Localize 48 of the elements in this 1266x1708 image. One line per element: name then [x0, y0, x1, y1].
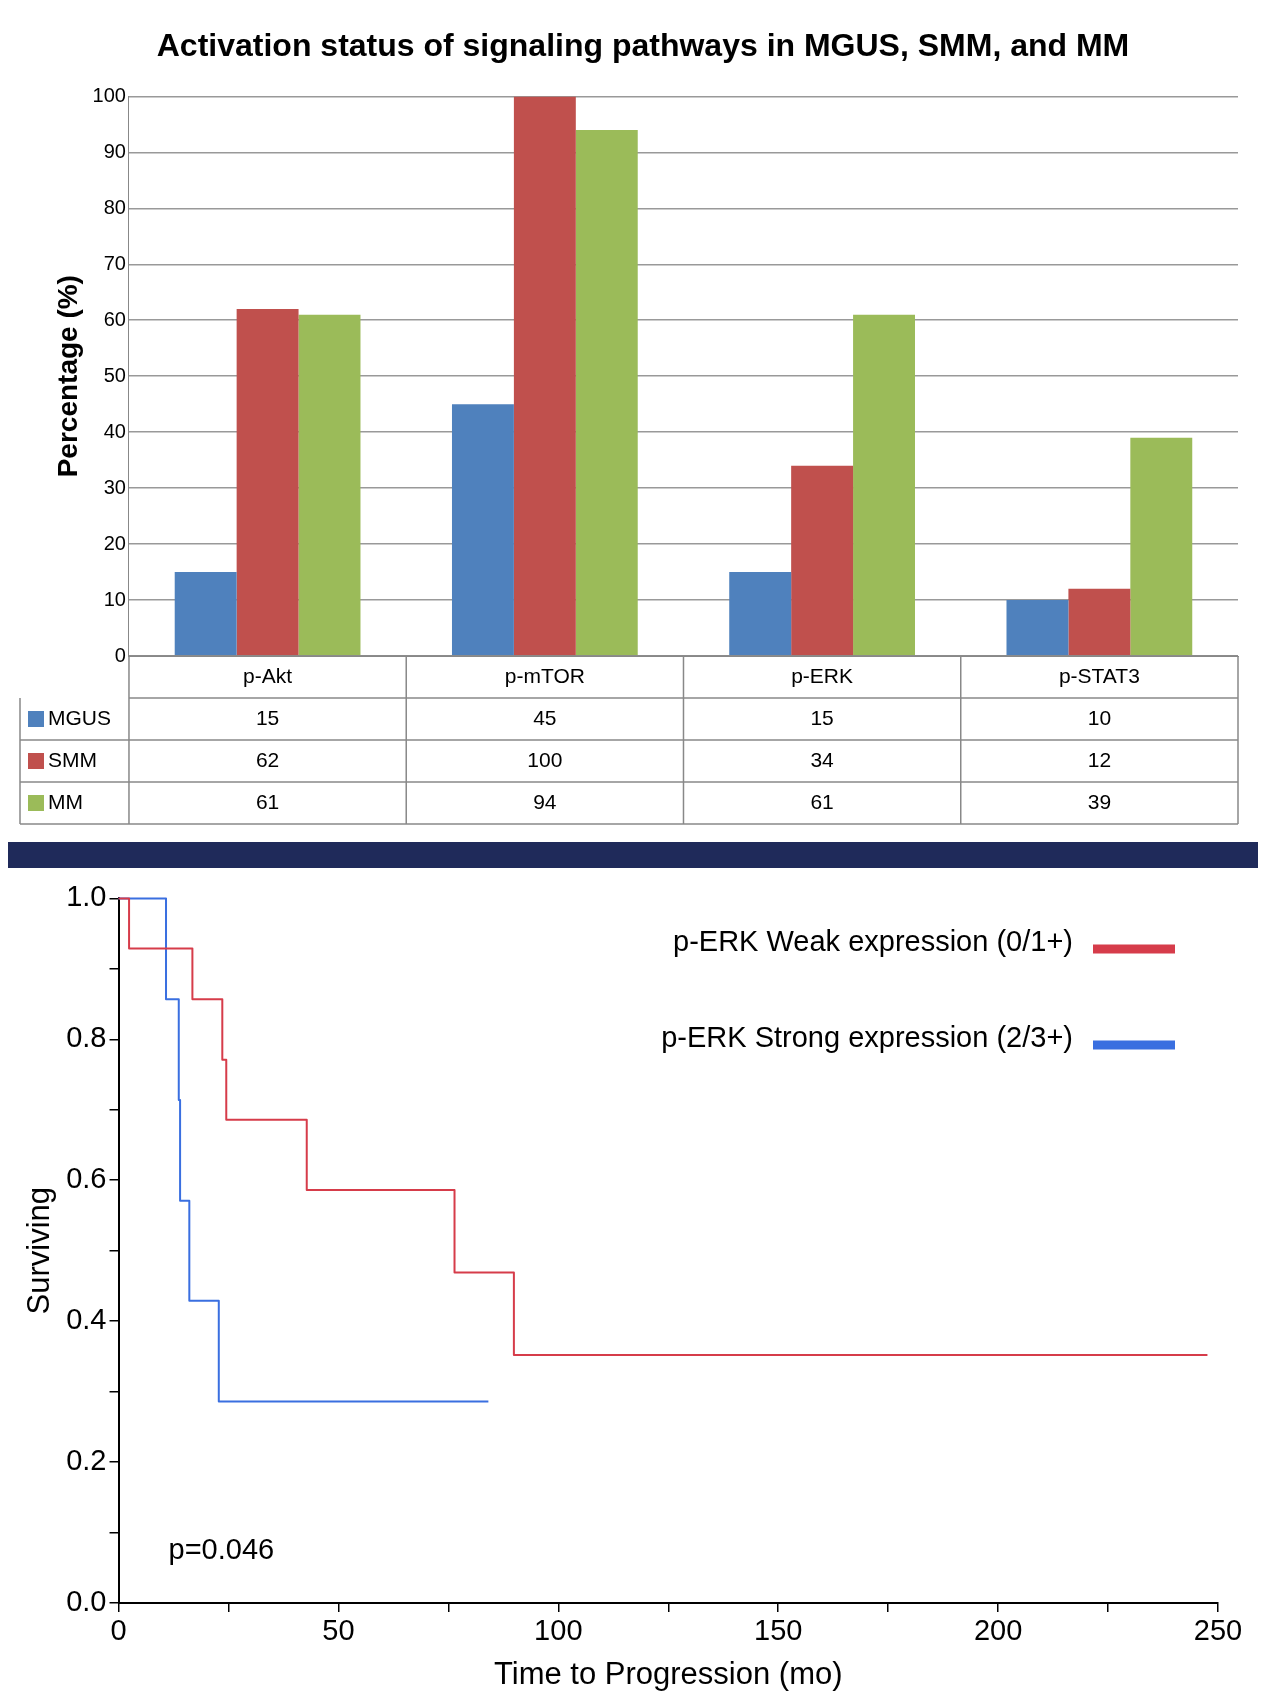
y-tick-label: 100	[92, 83, 126, 106]
annotation: p=0.046	[168, 1533, 275, 1565]
y-tick-label: 1.0	[66, 880, 107, 913]
legend-label: p-ERK Strong expression (2/3+)	[661, 1021, 1073, 1054]
x-tick-label: 50	[322, 1614, 355, 1647]
y-tick-label: 0.0	[66, 1585, 107, 1617]
y-tick-label: 0.8	[66, 1021, 107, 1054]
x-tick-label: 150	[754, 1614, 803, 1647]
x-tick-label: 100	[534, 1614, 583, 1647]
data-label: 15	[255, 705, 280, 729]
legend-label: p-ERK Weak expression (0/1+)	[673, 925, 1073, 958]
legend-label: SMM	[48, 747, 97, 771]
y-tick-label: 60	[103, 307, 126, 330]
x-axis-title: Time to Progression (mo)	[493, 1655, 843, 1691]
data-label: 45	[533, 705, 557, 729]
data-label: 61	[810, 789, 834, 813]
y-tick-label: 0.4	[66, 1303, 107, 1336]
y-tick-label: 0.6	[66, 1162, 107, 1195]
x-tick-label: p-ERK	[791, 663, 854, 687]
legend-label: MGUS	[48, 705, 111, 729]
data-label: 62	[255, 747, 280, 771]
y-tick-label: 80	[103, 195, 126, 218]
y-tick-label: 30	[103, 475, 126, 498]
data-label: 10	[1087, 705, 1112, 729]
x-tick-label: p-mTOR	[504, 663, 585, 687]
data-label: 34	[810, 747, 835, 771]
data-label: 15	[810, 705, 834, 729]
y-tick-label: 10	[103, 587, 126, 610]
x-tick-label: 250	[1193, 1614, 1243, 1647]
y-tick-label: 0	[114, 643, 126, 666]
x-tick-label: 200	[973, 1614, 1023, 1647]
x-tick-label: p-STAT3	[1058, 663, 1140, 687]
y-tick-label: 50	[103, 363, 126, 386]
y-tick-label: 0.2	[66, 1444, 107, 1477]
x-tick-label: p-Akt	[243, 663, 293, 687]
y-axis-title: Percentage (%)	[51, 275, 83, 478]
chart-title: Activation status of signaling pathways in MGUS, SMM, and MM	[156, 27, 1130, 64]
data-label: 39	[1087, 789, 1112, 813]
y-tick-label: 70	[103, 251, 126, 274]
y-tick-label: 20	[103, 531, 126, 554]
y-axis-title: Surviving	[21, 1186, 57, 1315]
data-label: 100	[527, 747, 563, 771]
y-tick-label: 90	[103, 139, 126, 162]
data-label: 12	[1087, 747, 1112, 771]
data-label: 94	[533, 789, 557, 813]
data-label: 61	[255, 789, 280, 813]
legend-label: MM	[48, 789, 83, 813]
y-tick-label: 40	[103, 419, 126, 442]
